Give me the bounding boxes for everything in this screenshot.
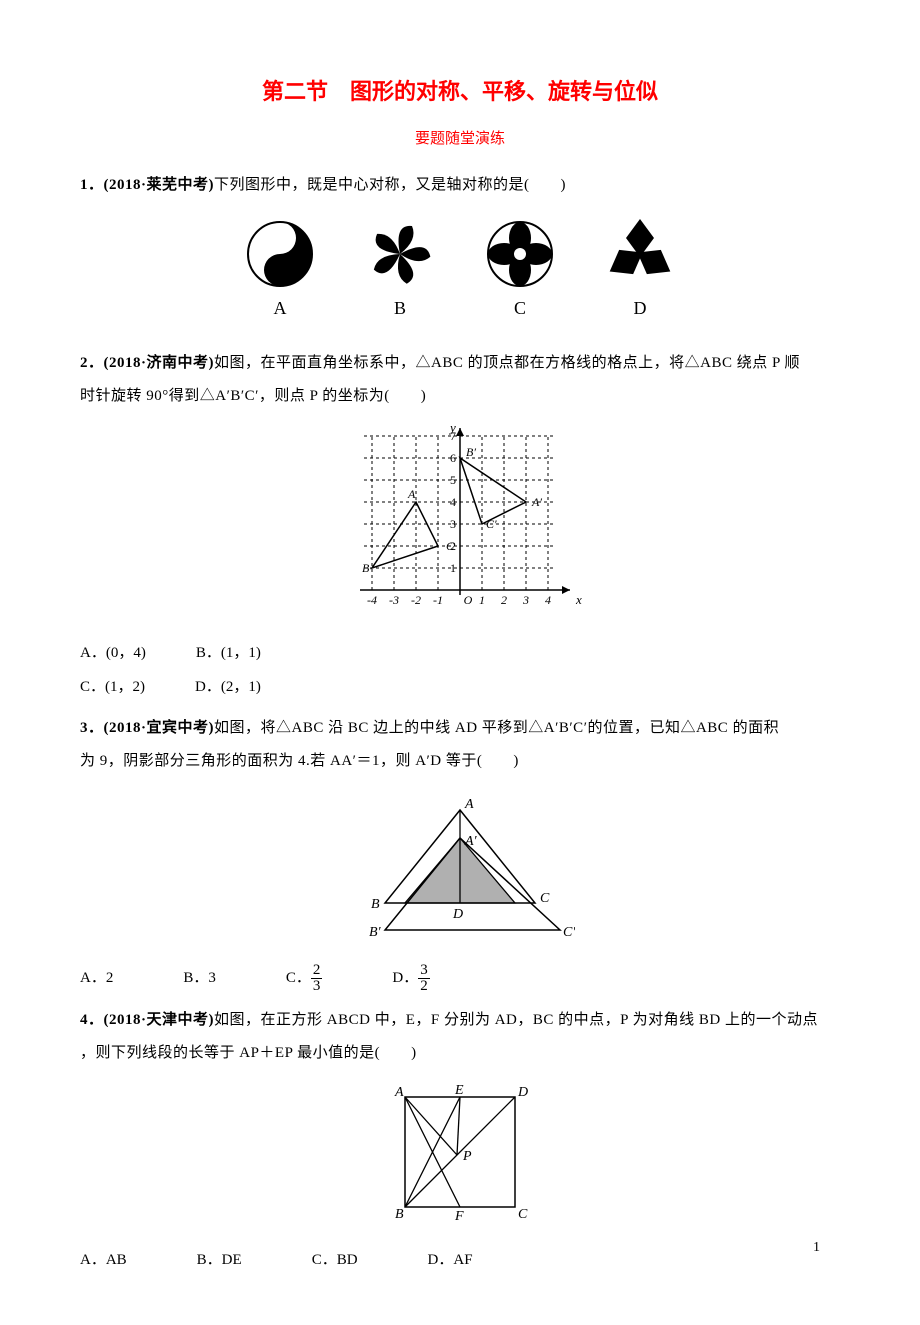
q4-opt-c: C．BD	[312, 1245, 358, 1275]
q3-source: (2018·宜宾中考)	[104, 720, 215, 736]
svg-text:A: A	[407, 487, 416, 501]
q4-opt-a: A．AB	[80, 1245, 127, 1275]
q1-prefix: 1．	[80, 177, 104, 193]
q1-body: 下列图形中，既是中心对称，又是轴对称的是( )	[214, 177, 566, 193]
svg-text:A′: A′	[464, 834, 478, 849]
q3-opt-d: D．32	[392, 963, 429, 994]
page-number: 1	[813, 1234, 820, 1262]
svg-text:D: D	[517, 1085, 528, 1100]
q4-opt-b: B．DE	[197, 1245, 242, 1275]
svg-text:C: C	[518, 1207, 528, 1222]
q1-label-c: C	[514, 298, 526, 318]
q4-text-b: ，则下列线段的长等于 AP＋EP 最小值的是( )	[80, 1037, 840, 1070]
q2-prefix: 2．	[80, 355, 104, 371]
q4-opt-d: D．AF	[428, 1245, 473, 1275]
svg-text:3: 3	[522, 593, 529, 607]
svg-text:-1: -1	[433, 593, 443, 607]
q4-options: A．AB B．DE C．BD D．AF	[80, 1245, 840, 1275]
q1-label-d: D	[634, 298, 647, 318]
svg-text:F: F	[454, 1209, 464, 1222]
q1-label-a: A	[274, 298, 287, 318]
svg-text:y: y	[448, 425, 456, 435]
question-4: 4．(2018·天津中考)如图，在正方形 ABCD 中，E，F 分别为 AD，B…	[80, 1004, 840, 1275]
section-title: 第二节 图形的对称、平移、旋转与位似	[80, 70, 840, 114]
svg-text:A: A	[394, 1085, 404, 1100]
svg-text:1: 1	[479, 593, 485, 607]
q2-text-b: 时针旋转 90°得到△A′B′C′，则点 P 的坐标为( )	[80, 380, 840, 413]
q2-text: 2．(2018·济南中考)如图，在平面直角坐标系中，△ABC 的顶点都在方格线的…	[80, 347, 840, 380]
q2-opt-a: A．(0，4)	[80, 638, 146, 668]
svg-text:B: B	[395, 1207, 404, 1222]
svg-text:B: B	[371, 897, 380, 912]
svg-text:C′: C′	[563, 925, 575, 940]
svg-text:3: 3	[450, 517, 456, 531]
svg-text:5: 5	[450, 473, 456, 487]
q4-figure: A E D B F C P	[80, 1082, 840, 1233]
q3-body-a: 如图，将△ABC 沿 BC 边上的中线 AD 平移到△A′B′C′的位置，已知△…	[214, 720, 779, 736]
svg-text:A′: A′	[531, 495, 542, 509]
q2-options-row1: A．(0，4) B．(1，1)	[80, 638, 840, 668]
svg-text:E: E	[454, 1083, 464, 1098]
q2-opt-c: C．(1，2)	[80, 672, 145, 702]
q3-figure: A A′ B C D B′ C′	[80, 790, 840, 951]
svg-text:A: A	[464, 797, 474, 812]
q2-source: (2018·济南中考)	[104, 355, 215, 371]
q2-opt-d: D．(2，1)	[195, 672, 261, 702]
svg-text:C: C	[540, 891, 550, 906]
section-subtitle: 要题随堂演练	[80, 124, 840, 154]
q3-opt-c: C．23	[286, 963, 323, 994]
q3-opt-a: A．2	[80, 963, 113, 994]
q3-text-b: 为 9，阴影部分三角形的面积为 4.若 AA′＝1，则 A′D 等于( )	[80, 745, 840, 778]
svg-text:D: D	[452, 907, 463, 922]
svg-text:-2: -2	[411, 593, 421, 607]
svg-text:-3: -3	[389, 593, 399, 607]
q1-figure: A B	[80, 214, 840, 335]
svg-text:O: O	[464, 593, 473, 607]
svg-text:C: C	[446, 539, 455, 553]
svg-text:-4: -4	[367, 593, 377, 607]
q2-figure: -4-3-2-1 O 1234 1234567 x y A B C	[80, 425, 840, 626]
svg-text:4: 4	[545, 593, 551, 607]
q4-body-a: 如图，在正方形 ABCD 中，E，F 分别为 AD，BC 的中点，P 为对角线 …	[214, 1012, 818, 1028]
q3-options: A．2 B．3 C．23 D．32	[80, 963, 840, 994]
svg-text:2: 2	[501, 593, 507, 607]
svg-text:B: B	[362, 561, 370, 575]
question-1: 1．(2018·莱芜中考)下列图形中，既是中心对称，又是轴对称的是( ) A	[80, 169, 840, 335]
q1-source: (2018·莱芜中考)	[104, 177, 215, 193]
svg-text:B′: B′	[369, 925, 382, 940]
q2-options-row2: C．(1，2) D．(2，1)	[80, 672, 840, 702]
q2-body-a: 如图，在平面直角坐标系中，△ABC 的顶点都在方格线的格点上，将△ABC 绕点 …	[214, 355, 800, 371]
q3-opt-b: B．3	[183, 963, 216, 994]
q4-prefix: 4．	[80, 1012, 104, 1028]
svg-text:6: 6	[450, 451, 456, 465]
question-2: 2．(2018·济南中考)如图，在平面直角坐标系中，△ABC 的顶点都在方格线的…	[80, 347, 840, 702]
q4-source: (2018·天津中考)	[104, 1012, 215, 1028]
svg-text:x: x	[575, 592, 582, 607]
q4-text: 4．(2018·天津中考)如图，在正方形 ABCD 中，E，F 分别为 AD，B…	[80, 1004, 840, 1037]
svg-text:4: 4	[450, 495, 456, 509]
q3-text: 3．(2018·宜宾中考)如图，将△ABC 沿 BC 边上的中线 AD 平移到△…	[80, 712, 840, 745]
q2-opt-b: B．(1，1)	[196, 638, 261, 668]
svg-text:B′: B′	[466, 445, 476, 459]
q3-prefix: 3．	[80, 720, 104, 736]
question-3: 3．(2018·宜宾中考)如图，将△ABC 沿 BC 边上的中线 AD 平移到△…	[80, 712, 840, 994]
svg-text:P: P	[462, 1149, 472, 1164]
q1-text: 1．(2018·莱芜中考)下列图形中，既是中心对称，又是轴对称的是( )	[80, 169, 840, 202]
svg-text:1: 1	[450, 561, 456, 575]
q1-label-b: B	[394, 298, 406, 318]
svg-text:C′: C′	[486, 517, 497, 531]
